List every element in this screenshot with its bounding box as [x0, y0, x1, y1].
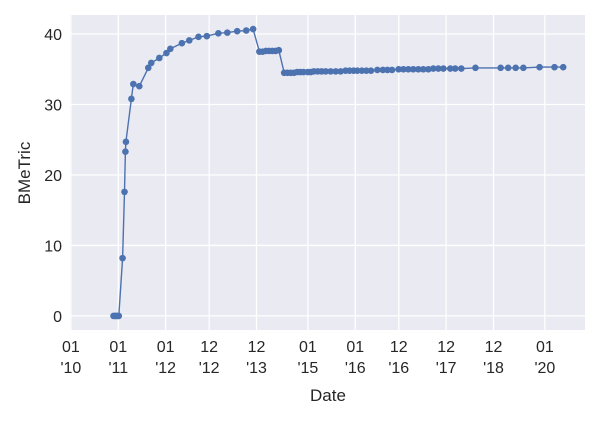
- tick-labels: 01020304001'1001'1101'1212'1212'1301'150…: [44, 27, 555, 377]
- y-tick-label: 20: [44, 168, 62, 185]
- x-tick-label: 01: [62, 339, 80, 356]
- data-point: [409, 65, 417, 73]
- data-point: [337, 68, 344, 75]
- data-point: [388, 66, 396, 74]
- data-point: [504, 64, 512, 72]
- y-tick-label: 30: [44, 97, 62, 114]
- x-tick-label: '16: [388, 360, 409, 377]
- data-point: [322, 68, 329, 75]
- data-point: [122, 148, 129, 156]
- data-point: [400, 65, 407, 73]
- data-point: [425, 65, 432, 73]
- data-point: [155, 54, 163, 62]
- data-point: [136, 82, 143, 90]
- data-point: [446, 65, 454, 72]
- x-tick-label: '16: [345, 360, 366, 377]
- data-point: [358, 67, 366, 74]
- series: [110, 25, 567, 320]
- plot-area: [70, 15, 585, 330]
- data-point: [384, 66, 391, 74]
- data-point: [215, 30, 222, 37]
- data-point: [440, 65, 447, 72]
- data-point: [203, 32, 211, 40]
- data-point: [379, 66, 387, 74]
- x-tick-label: '18: [483, 360, 504, 377]
- data-point: [233, 27, 241, 35]
- data-point: [429, 65, 437, 72]
- x-tick-label: '10: [60, 360, 81, 377]
- data-point: [119, 254, 126, 262]
- x-tick-label: '11: [108, 360, 128, 377]
- gridlines: [70, 15, 585, 330]
- data-point: [363, 67, 370, 74]
- x-tick-label: 12: [485, 339, 503, 356]
- x-tick-label: 12: [390, 339, 408, 356]
- data-point: [242, 27, 250, 34]
- x-tick-label: 01: [157, 339, 175, 356]
- data-point: [405, 65, 412, 73]
- data-point: [167, 45, 174, 53]
- data-point: [147, 59, 155, 67]
- data-point: [419, 65, 427, 73]
- x-tick-label: '12: [155, 360, 176, 377]
- x-tick-label: 12: [437, 339, 455, 356]
- x-tick-label: '17: [436, 360, 457, 377]
- x-tick-label: '15: [297, 360, 318, 377]
- y-tick-label: 40: [44, 27, 62, 44]
- y-tick-label: 0: [53, 309, 62, 326]
- x-axis-label: Date: [310, 386, 346, 405]
- x-tick-label: '13: [246, 360, 267, 377]
- data-point: [115, 312, 123, 320]
- data-point: [275, 46, 283, 54]
- data-point: [121, 188, 128, 196]
- data-point: [249, 25, 257, 33]
- x-tick-label: 01: [299, 339, 317, 356]
- data-point: [354, 67, 361, 74]
- data-point: [185, 37, 193, 44]
- y-tick-label: 10: [44, 238, 62, 255]
- data-point: [374, 66, 381, 74]
- data-point: [472, 64, 479, 72]
- data-point: [367, 67, 375, 74]
- data-point: [144, 64, 152, 72]
- data-point: [551, 63, 558, 71]
- x-tick-label: 01: [536, 339, 554, 356]
- data-point: [435, 65, 442, 72]
- data-point: [520, 64, 527, 72]
- x-tick-label: 12: [248, 339, 266, 356]
- data-point: [122, 138, 130, 146]
- data-point: [163, 49, 170, 57]
- data-point: [395, 65, 402, 73]
- x-tick-label: '12: [199, 360, 220, 377]
- data-point: [327, 68, 334, 75]
- data-point: [497, 64, 504, 72]
- data-point: [224, 29, 231, 36]
- data-point: [178, 39, 186, 47]
- x-tick-label: 01: [346, 339, 364, 356]
- data-point: [458, 65, 465, 72]
- data-point: [415, 65, 422, 73]
- data-point: [332, 68, 339, 75]
- data-point: [130, 80, 137, 88]
- data-point: [451, 65, 459, 72]
- x-tick-label: 12: [200, 339, 218, 356]
- data-point: [536, 63, 543, 71]
- data-point: [128, 95, 135, 103]
- data-point: [512, 64, 519, 72]
- x-tick-label: 01: [109, 339, 127, 356]
- data-point: [559, 63, 567, 71]
- data-point: [195, 33, 202, 41]
- y-axis-label: BMeTric: [15, 141, 34, 204]
- x-tick-label: '20: [534, 360, 555, 377]
